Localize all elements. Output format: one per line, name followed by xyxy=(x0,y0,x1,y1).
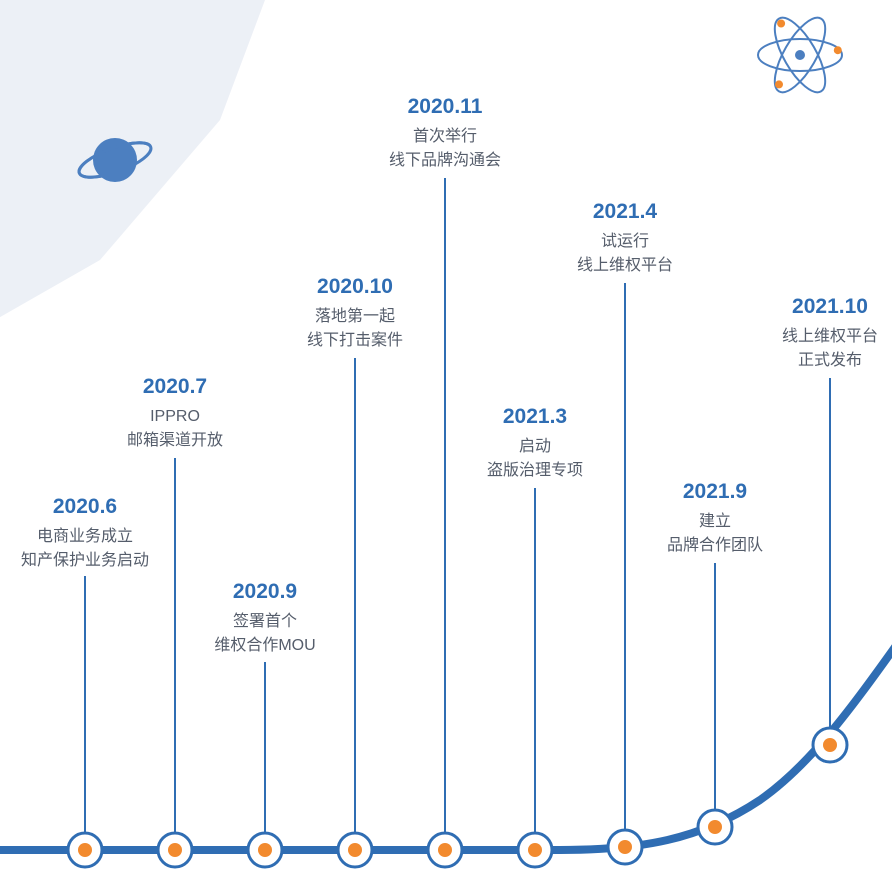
milestone-dot xyxy=(158,833,192,867)
milestone-desc-line: 建立 xyxy=(667,510,763,534)
milestone-dot xyxy=(518,833,552,867)
milestone-desc-line: 试运行 xyxy=(577,230,673,254)
milestone-date: 2020.11 xyxy=(389,95,501,119)
milestone-desc-line: 线下品牌沟通会 xyxy=(389,149,501,173)
milestone: 2020.9 签署首个维权合作MOU xyxy=(214,580,315,658)
milestone-dot xyxy=(813,728,847,762)
milestone: 2021.3 启动盗版治理专项 xyxy=(487,405,583,483)
milestone: 2020.7 IPPRO邮箱渠道开放 xyxy=(127,375,223,453)
milestone-desc-line: 线下打击案件 xyxy=(307,329,403,353)
milestone-desc-line: 落地第一起 xyxy=(307,305,403,329)
milestone: 2020.11 首次举行线下品牌沟通会 xyxy=(389,95,501,173)
milestone-date: 2021.9 xyxy=(667,480,763,504)
milestone-dot xyxy=(338,833,372,867)
milestone-date: 2020.6 xyxy=(21,495,149,519)
milestone-date: 2021.4 xyxy=(577,200,673,224)
milestone-dot xyxy=(698,810,732,844)
milestone-date: 2021.10 xyxy=(782,295,878,319)
milestone-date: 2020.7 xyxy=(127,375,223,399)
milestone-desc-line: 首次举行 xyxy=(389,125,501,149)
milestone-dot xyxy=(608,830,642,864)
milestone-date: 2021.3 xyxy=(487,405,583,429)
milestone-date: 2020.9 xyxy=(214,580,315,604)
milestone: 2020.6 电商业务成立知产保护业务启动 xyxy=(21,495,149,573)
milestone: 2021.10 线上维权平台正式发布 xyxy=(782,295,878,373)
timeline-infographic: 2020.6电商业务成立知产保护业务启动2020.7IPPRO邮箱渠道开放202… xyxy=(0,0,892,890)
milestone-dot xyxy=(68,833,102,867)
milestone-desc-line: 线上维权平台 xyxy=(577,254,673,278)
milestone-desc-line: 正式发布 xyxy=(782,349,878,373)
milestone-desc-line: 电商业务成立 xyxy=(21,525,149,549)
milestone-date: 2020.10 xyxy=(307,275,403,299)
milestone: 2020.10 落地第一起线下打击案件 xyxy=(307,275,403,353)
milestone-desc-line: 品牌合作团队 xyxy=(667,534,763,558)
milestone-desc-line: 知产保护业务启动 xyxy=(21,549,149,573)
milestone: 2021.9 建立品牌合作团队 xyxy=(667,480,763,558)
milestone-desc-line: 维权合作MOU xyxy=(214,634,315,658)
milestone-desc-line: IPPRO xyxy=(127,405,223,429)
milestone-desc-line: 盗版治理专项 xyxy=(487,459,583,483)
milestone-dot xyxy=(248,833,282,867)
milestone-desc-line: 线上维权平台 xyxy=(782,325,878,349)
milestone-desc-line: 签署首个 xyxy=(214,610,315,634)
milestone: 2021.4 试运行线上维权平台 xyxy=(577,200,673,278)
milestone-dot xyxy=(428,833,462,867)
milestone-desc-line: 启动 xyxy=(487,435,583,459)
milestone-desc-line: 邮箱渠道开放 xyxy=(127,429,223,453)
